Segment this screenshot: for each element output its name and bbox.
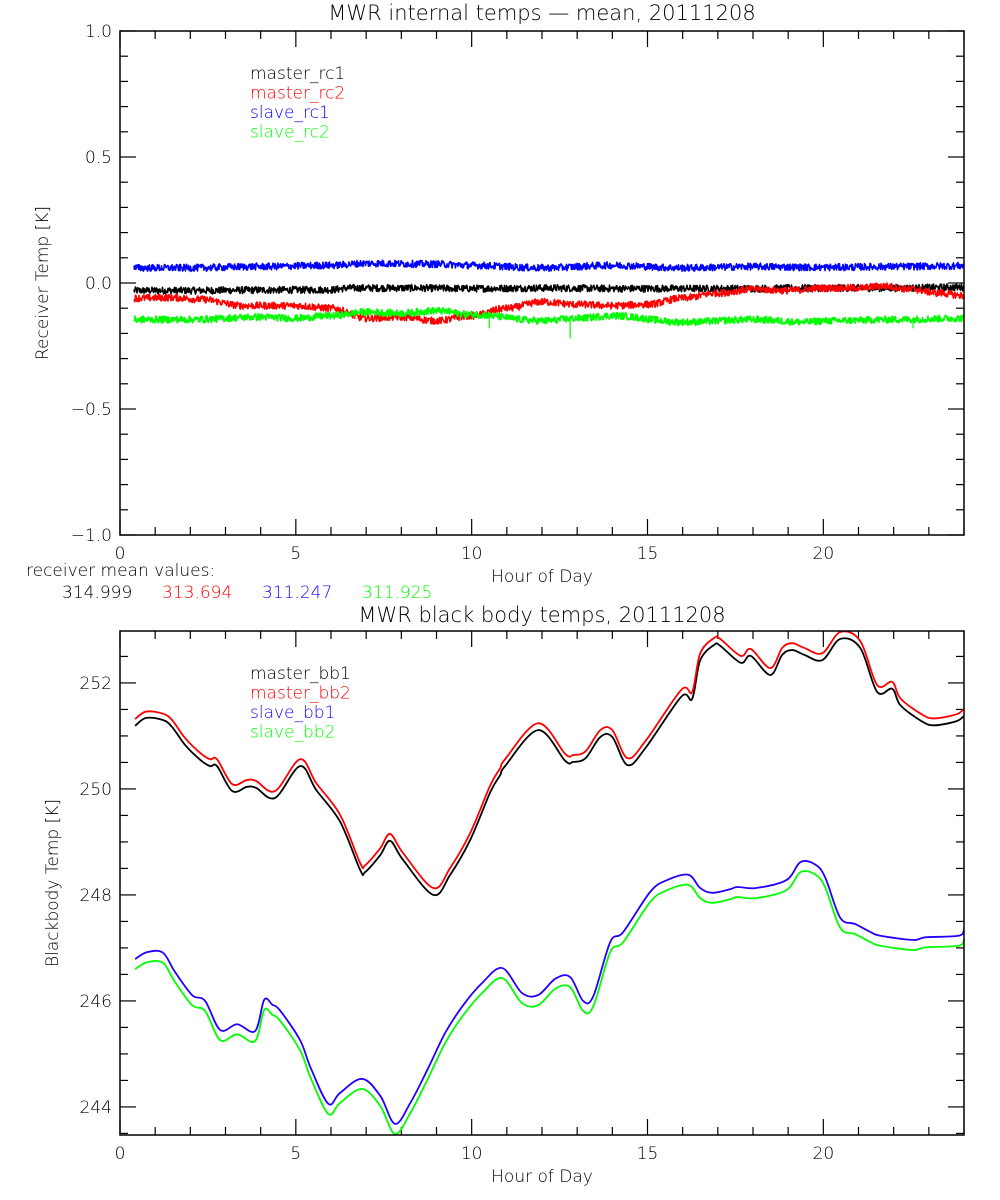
legend-item-slave-bb1: slave_bb1 — [250, 703, 335, 723]
series-slave-rc1 — [133, 259, 964, 273]
series-line — [133, 259, 964, 273]
legend-item-slave-rc2: slave_rc2 — [250, 123, 330, 143]
x-tick-label: 0 — [115, 1144, 126, 1164]
plot-frame — [119, 30, 965, 536]
mean-value-master-rc2: 313.694 — [162, 583, 232, 603]
series-master-bb2 — [134, 631, 964, 890]
y-ticks — [119, 30, 965, 536]
series-line — [133, 282, 964, 326]
legend-item-master-bb1: master_bb1 — [250, 664, 351, 684]
series-line — [134, 637, 964, 897]
series-line — [134, 631, 964, 890]
y-tick-label: −1.0 — [71, 526, 112, 546]
y-tick-labels: −1.0 −0.5 0.0 0.5 1.0 — [71, 22, 112, 546]
legend-item-master-rc2: master_rc2 — [250, 84, 345, 104]
legend-item-slave-bb2: slave_bb2 — [250, 723, 335, 743]
x-tick-label: 15 — [637, 1144, 659, 1164]
y-tick-label: 1.0 — [85, 22, 112, 42]
y-tick-label: 248 — [80, 886, 112, 906]
series-slave-rc2 — [133, 306, 964, 339]
y-tick-label: 246 — [80, 992, 112, 1012]
x-tick-labels: 0 5 10 15 20 — [115, 544, 835, 564]
receiver-temps-panel: MWR internal temps — mean, 20111208 0 5 10… — [33, 1, 965, 587]
y-tick-label: 252 — [80, 674, 112, 694]
blackbody-temps-panel: MWR black body temps, 20111208 0 5 10 15 20 … — [43, 603, 965, 1187]
legend-item-master-rc1: master_rc1 — [250, 64, 345, 84]
mean-value-slave-rc1: 311.247 — [262, 583, 332, 603]
x-axis-label: Hour of Day — [491, 567, 593, 587]
series-group — [133, 259, 964, 339]
x-tick-label: 15 — [637, 544, 659, 564]
chart-title: MWR internal temps — mean, 20111208 — [328, 1, 755, 25]
series-slave-bb1 — [134, 860, 964, 1125]
x-tick-label: 5 — [290, 544, 301, 564]
series-master-bb1 — [134, 637, 964, 897]
series-slave-bb2 — [134, 870, 964, 1135]
mean-value-slave-rc2: 311.925 — [362, 583, 432, 603]
mean-values-label: receiver mean values: — [26, 561, 215, 581]
x-tick-label: 20 — [813, 1144, 835, 1164]
x-tick-label: 5 — [290, 1144, 301, 1164]
y-tick-label: 250 — [80, 780, 112, 800]
series-group — [134, 631, 964, 1135]
x-tick-label: 20 — [813, 544, 835, 564]
y-axis-label: Receiver Temp [K] — [33, 206, 53, 360]
x-tick-label: 0 — [115, 544, 126, 564]
legend-item-slave-rc1: slave_rc1 — [250, 103, 330, 123]
chart-title: MWR black body temps, 20111208 — [358, 603, 725, 627]
x-tick-label: 10 — [461, 1144, 483, 1164]
y-tick-label: 244 — [80, 1098, 112, 1118]
series-line — [134, 860, 964, 1125]
y-axis-label: Blackbody Temp [K] — [43, 799, 63, 967]
y-tick-label: 0.0 — [85, 274, 112, 294]
series-master-rc2 — [133, 282, 964, 326]
x-tick-label: 10 — [461, 544, 483, 564]
y-tick-label: 0.5 — [85, 148, 112, 168]
y-tick-labels: 244 246 248 250 252 — [80, 674, 112, 1118]
receiver-mean-values: receiver mean values: 314.999 313.694 31… — [26, 561, 432, 603]
series-line — [133, 306, 964, 327]
plot-frame — [119, 630, 965, 1136]
x-axis-label: Hour of Day — [491, 1167, 593, 1187]
x-tick-labels: 0 5 10 15 20 — [115, 1144, 835, 1164]
mean-value-master-rc1: 314.999 — [62, 583, 132, 603]
y-ticks — [119, 631, 965, 1135]
series-line — [134, 870, 964, 1135]
legend-item-master-bb2: master_bb2 — [250, 684, 351, 704]
y-tick-label: −0.5 — [71, 400, 112, 420]
